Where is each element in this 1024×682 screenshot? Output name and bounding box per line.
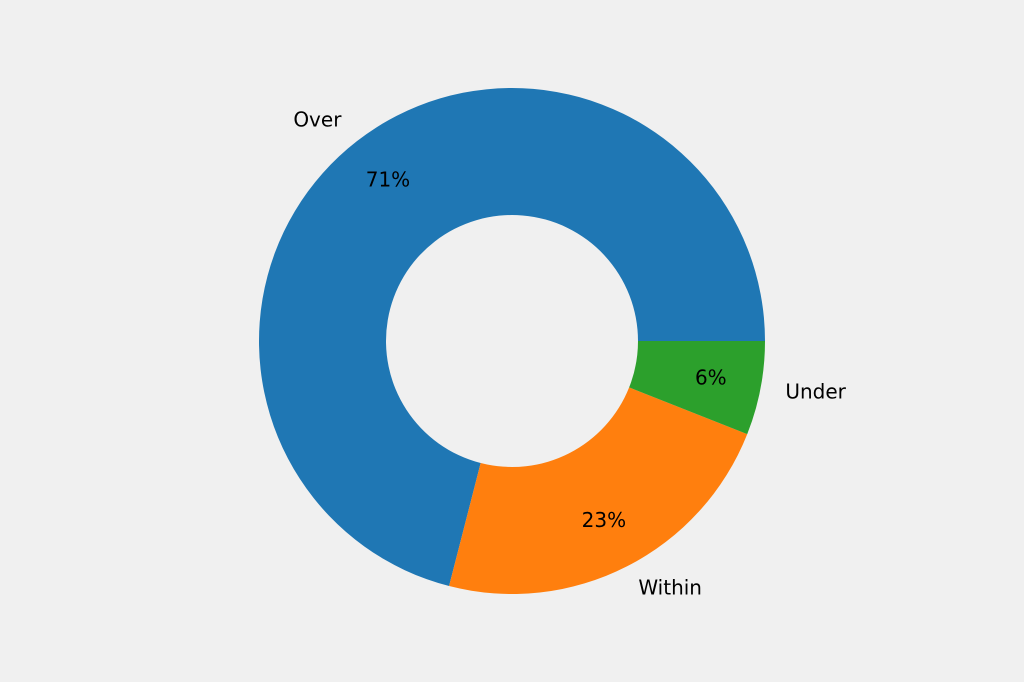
slice-label: Under bbox=[785, 380, 846, 404]
donut-slice bbox=[629, 341, 765, 435]
donut-slice bbox=[449, 387, 748, 594]
value-label: 71% bbox=[366, 168, 410, 192]
slice-label: Within bbox=[638, 575, 702, 599]
value-label: 23% bbox=[582, 508, 626, 532]
donut-slice bbox=[259, 88, 765, 587]
slice-label: Over bbox=[293, 108, 342, 132]
value-label: 6% bbox=[695, 365, 727, 389]
